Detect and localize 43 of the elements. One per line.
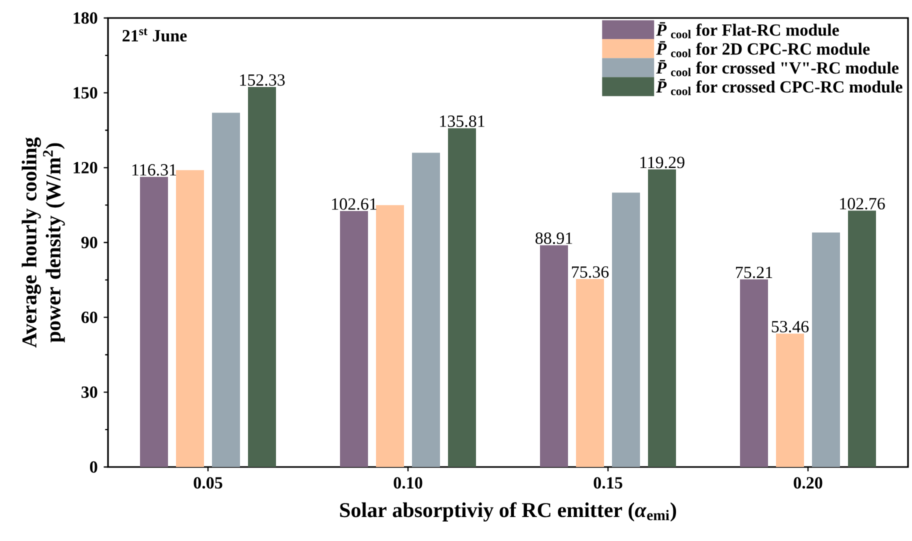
y-tick-label: 0	[90, 461, 98, 473]
data-label: 75.21	[736, 266, 772, 278]
bar	[448, 128, 476, 467]
bar	[740, 279, 768, 467]
legend-label: P̄$_{cool}$ for crossed "V"-RC module	[656, 60, 899, 76]
bar	[776, 334, 804, 467]
bar	[212, 112, 240, 467]
legend-label: P̄$_{cool}$ for 2D CPC-RC module	[656, 41, 870, 58]
data-label: 119.29	[640, 156, 684, 168]
data-label: 88.91	[536, 232, 572, 244]
bar	[612, 192, 640, 467]
y-tick-label: 30	[82, 386, 98, 398]
y-tick-label: 180	[74, 12, 98, 24]
data-label: 75.36	[572, 266, 609, 278]
data-label: 102.61	[332, 198, 376, 210]
y-tick-label: 120	[74, 162, 98, 174]
data-label: 135.81	[440, 115, 484, 128]
y-tick-label: 60	[81, 312, 98, 324]
x-tick-label: 0.10	[394, 477, 422, 489]
bar	[412, 152, 440, 467]
legend-label: P̄$_{cool}$ for crossed CPC-RC module	[656, 79, 902, 96]
bar	[176, 170, 204, 467]
x-tick-label: 0.05	[194, 477, 222, 489]
x-tick-label: 0.15	[594, 477, 622, 489]
x-axis-title: Solar absorptiviy of RC emitter (α$_{emi}$)	[340, 502, 676, 522]
bar	[376, 205, 404, 467]
bar	[812, 232, 840, 467]
bar	[576, 279, 604, 467]
bar	[140, 176, 168, 467]
bar	[540, 245, 568, 467]
data-label: 53.46	[772, 320, 809, 332]
bar	[248, 87, 276, 467]
bar	[340, 211, 368, 467]
y-tick-label: 150	[74, 87, 98, 99]
bar	[648, 169, 676, 467]
data-label: 152.33	[240, 74, 285, 86]
y-tick-label: 90	[81, 236, 98, 248]
legend-label: P̄$_{cool}$ for Flat-RC module	[656, 22, 839, 38]
annotation: 21$^{st}$ June	[122, 28, 187, 42]
x-tick-label: 0.20	[794, 477, 822, 489]
data-label: 102.76	[840, 198, 885, 210]
data-label: 116.31	[132, 164, 176, 176]
bar	[848, 210, 876, 467]
